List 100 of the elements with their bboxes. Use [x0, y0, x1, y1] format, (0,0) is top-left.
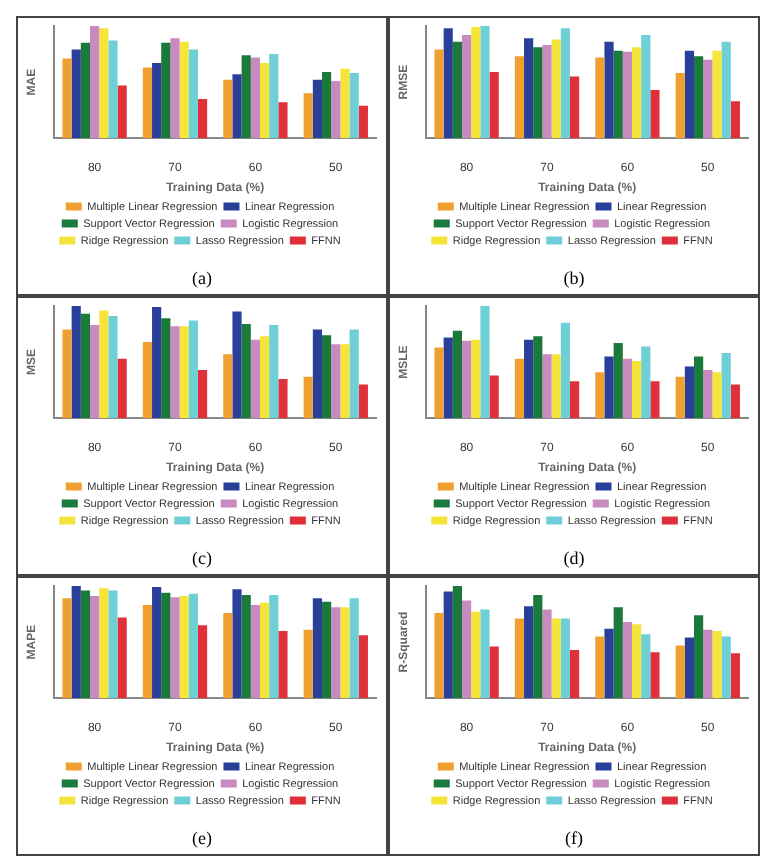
bar [489, 72, 499, 139]
bar [703, 369, 713, 419]
bar [322, 335, 332, 419]
bar [452, 41, 463, 139]
bar [152, 307, 162, 419]
text: (d) [563, 546, 585, 570]
bar [259, 336, 270, 419]
bar [358, 635, 368, 699]
bar [241, 323, 251, 419]
bar [443, 28, 453, 139]
bar [551, 618, 561, 699]
bar [303, 376, 313, 419]
bar [622, 358, 632, 419]
bar [71, 49, 81, 139]
bar [542, 45, 552, 139]
bar [560, 322, 570, 419]
bar [542, 609, 552, 699]
bar [340, 68, 350, 139]
bar [142, 341, 153, 419]
bar [232, 311, 242, 419]
bar [524, 339, 534, 419]
bar [161, 592, 171, 699]
bar [684, 50, 695, 139]
bar [452, 586, 463, 699]
bar [223, 612, 233, 699]
bar [551, 354, 561, 419]
bar [278, 378, 288, 419]
bar [604, 41, 614, 139]
bar [443, 337, 453, 419]
bar [108, 590, 118, 699]
bar [250, 339, 260, 419]
bar [250, 605, 260, 699]
bar [650, 381, 660, 419]
bar [170, 326, 180, 419]
bar [62, 58, 72, 139]
bar [312, 329, 323, 419]
bar [721, 353, 731, 419]
bar [179, 596, 189, 699]
bar [142, 605, 153, 699]
bar [622, 51, 632, 139]
bar [471, 339, 481, 419]
bar [533, 47, 543, 139]
bar [533, 336, 543, 419]
bar [443, 591, 453, 699]
bar [452, 330, 463, 419]
bar [650, 652, 660, 699]
bar [90, 26, 100, 139]
bar [349, 598, 359, 699]
bar [117, 85, 127, 139]
bar [471, 27, 481, 139]
bar [434, 347, 444, 419]
bar [269, 54, 279, 139]
bar [622, 621, 632, 699]
bar [241, 594, 251, 699]
bar [533, 594, 543, 699]
bar [703, 629, 713, 699]
bar [721, 41, 731, 139]
bar [730, 101, 740, 139]
bar [462, 34, 472, 139]
bar [604, 628, 614, 699]
bar [712, 50, 722, 139]
bar [250, 57, 260, 139]
bar [197, 369, 208, 419]
bar [514, 56, 525, 139]
bar [675, 376, 685, 419]
bar [278, 102, 288, 139]
bar [641, 34, 651, 139]
bar [524, 606, 534, 699]
bar [179, 326, 189, 419]
bar [259, 602, 270, 699]
bar [684, 366, 695, 419]
bar [694, 615, 704, 699]
bar [631, 360, 642, 419]
bar [694, 356, 704, 419]
bar [613, 607, 623, 699]
bar [434, 49, 444, 139]
bar [340, 607, 350, 699]
bar [259, 63, 270, 139]
text: (b) [563, 266, 585, 290]
bar [170, 38, 180, 139]
text: (f) [565, 826, 583, 850]
bar [703, 59, 713, 139]
bar [471, 611, 481, 699]
bar [142, 67, 153, 139]
bar [303, 629, 313, 699]
bar [434, 612, 444, 699]
bar [524, 38, 534, 139]
bar [99, 28, 109, 139]
bar [560, 618, 570, 699]
bar [223, 79, 233, 139]
bar [514, 618, 525, 699]
bar [480, 306, 490, 419]
bar [188, 49, 198, 139]
bar [197, 625, 208, 699]
bar [312, 598, 323, 699]
bar [650, 89, 660, 139]
bar [712, 630, 722, 699]
bar [161, 42, 171, 139]
bar [675, 73, 685, 139]
bar [152, 587, 162, 699]
